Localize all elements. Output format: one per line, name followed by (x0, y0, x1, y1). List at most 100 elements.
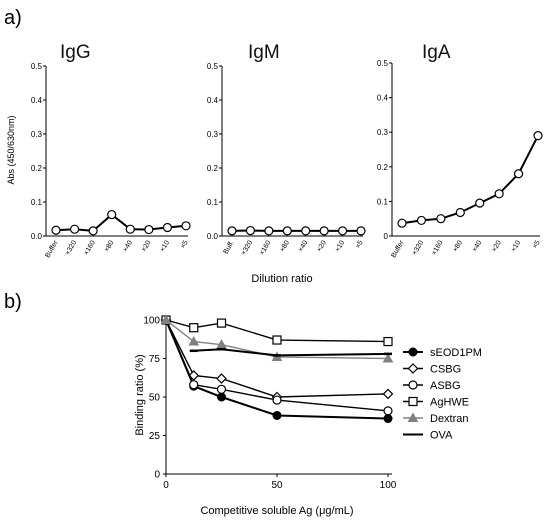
data-point (144, 224, 154, 235)
y-tick-label: 0.1 (377, 197, 389, 206)
y-tick-label: 0.2 (377, 163, 389, 172)
y-tick-label: 0.0 (207, 232, 219, 241)
x-tick-label: ×20 (316, 239, 328, 253)
data-point (397, 218, 407, 228)
data-point (513, 169, 524, 179)
y-tick-label: 75 (149, 354, 161, 365)
y-tick-label: 0.2 (31, 164, 43, 173)
data-point-csbg (382, 388, 394, 400)
y-tick-label: 0.3 (207, 130, 219, 139)
data-point-seod1pm (217, 392, 226, 402)
legend-marker-csbg (407, 363, 419, 374)
y-tick-label: 0.1 (31, 198, 43, 207)
data-point (455, 207, 465, 218)
data-point-asbg (216, 384, 227, 394)
legend-label-dextran: Dextran (430, 413, 469, 425)
x-tick-label: ×160 (83, 239, 97, 256)
x-tick-label: ×5 (180, 239, 190, 250)
y-tick-label: 0 (154, 470, 160, 481)
data-point-seod1pm (383, 414, 393, 424)
legend-label-asbg: ASBG (430, 380, 461, 392)
x-tick-label: ×320 (411, 239, 425, 256)
y-tick-label: 0.3 (31, 130, 43, 139)
series-line-ova (193, 348, 389, 357)
data-point (69, 224, 80, 234)
legend-marker-dextran (407, 412, 419, 422)
data-point-aghwe (272, 335, 282, 345)
data-point-dextran (382, 352, 394, 363)
data-point (264, 226, 274, 236)
data-point (301, 226, 311, 236)
data-point-aghwe (189, 323, 199, 333)
legend-marker-aghwe (408, 396, 418, 407)
y-tick-label: 0.2 (207, 164, 219, 173)
data-point (533, 131, 543, 141)
x-axis-label-competitive: Competitive soluble Ag (μg/mL) (200, 505, 353, 517)
data-point-asbg (383, 406, 393, 416)
data-point (181, 221, 191, 231)
legend-marker-seod1pm (408, 347, 418, 357)
x-tick-label: ×10 (159, 239, 171, 253)
x-tick-label: ×40 (122, 239, 134, 253)
x-tick-label: ×320 (64, 239, 78, 256)
legend-label-seod1pm: sEOD1PM (430, 347, 482, 359)
x-tick-label: ×10 (510, 239, 522, 253)
chart-title-igm: IgM (248, 42, 280, 63)
y-tick-label: 0.5 (377, 59, 389, 68)
y-tick-label: 0.4 (31, 96, 43, 105)
y-tick-label: 0.5 (207, 62, 219, 71)
y-tick-label: 100 (143, 316, 160, 327)
data-point (356, 226, 366, 236)
data-point (162, 222, 173, 233)
legend-label-aghwe: AgHWE (430, 397, 469, 409)
chart-title-igg: IgG (60, 42, 91, 63)
data-point (337, 226, 348, 236)
panel-label-b: b) (4, 291, 22, 313)
chart-title-iga: IgA (422, 42, 451, 63)
data-point-asbg (189, 380, 199, 390)
panel-label-a: a) (4, 7, 22, 29)
x-tick-label: Buff. (223, 239, 236, 255)
legend-label-csbg: CSBG (430, 364, 461, 376)
x-axis-label-dilution: Dilution ratio (251, 273, 312, 285)
x-tick-label: ×40 (297, 239, 309, 253)
x-tick-label: ×320 (240, 239, 254, 256)
data-point (319, 226, 329, 236)
y-tick-label: 0.4 (207, 96, 219, 105)
data-point-asbg (272, 395, 282, 405)
x-tick-label: ×80 (452, 239, 464, 253)
chart-igg: IgG Abs (450/630nm) 0.0 0.1 0.2 0.3 0.4 0.5 Bu… (6, 42, 191, 259)
x-tick-label: ×20 (491, 239, 503, 253)
x-tick-label: ×80 (279, 239, 291, 253)
series-ova (189, 348, 392, 357)
legend-marker-asbg (408, 380, 418, 390)
x-tick-label: ×10 (334, 239, 346, 253)
x-tick-label: ×80 (103, 239, 115, 253)
y-tick-label: 0.3 (377, 128, 389, 137)
chart-iga: IgA 0 0.1 0.2 0.3 0.4 0.5 Buffer ×320 ×160 ×80 ×40… (377, 42, 543, 259)
data-point (475, 198, 485, 208)
data-point-aghwe (216, 318, 227, 328)
legend-label-ova: OVA (430, 430, 453, 442)
data-point-dextran (188, 336, 200, 346)
data-point (494, 189, 504, 199)
chart-igm: IgM Dilution ratio 0.0 0.1 0.2 0.3 0.4 0.5 Buf… (207, 42, 366, 285)
data-point-csbg (216, 373, 227, 384)
x-tick-label: ×20 (141, 239, 153, 253)
x-tick-label: 50 (271, 480, 283, 491)
data-point (125, 224, 135, 234)
data-point (51, 225, 61, 235)
data-point (227, 226, 237, 236)
data-point (245, 225, 256, 236)
data-point (416, 215, 427, 226)
y-tick-label: 25 (149, 431, 161, 442)
data-point (107, 209, 117, 220)
x-tick-label: ×40 (471, 239, 483, 253)
y-tick-label: 0.4 (377, 94, 389, 103)
data-point (88, 226, 98, 236)
chart-binding-ratio: Binding ratio (%) Competitive soluble Ag… (134, 314, 397, 517)
x-tick-label: ×160 (259, 239, 273, 256)
data-point (282, 226, 292, 236)
x-tick-label: 100 (380, 480, 397, 491)
